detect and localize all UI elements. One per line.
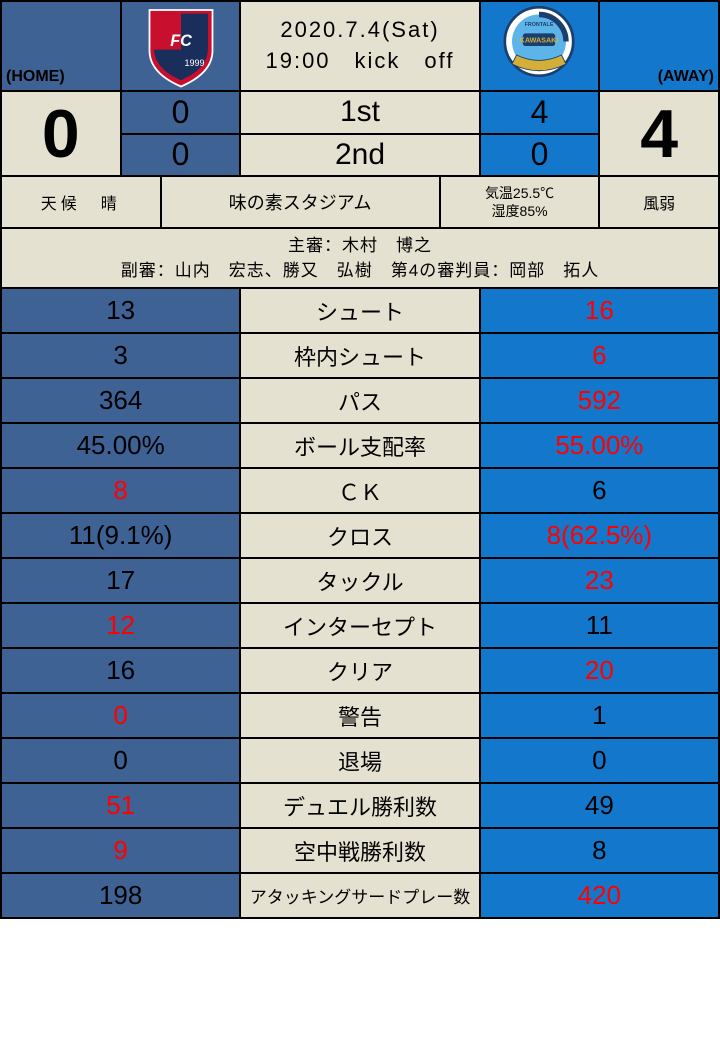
referees-cell: 主審：木村 博之 副審：山内 宏志、勝又 弘樹 第4の審判員：岡部 拓人 bbox=[1, 228, 719, 288]
stat-row: 3枠内シュート6 bbox=[1, 333, 719, 378]
header-row: (HOME) FC 1999 2020.7.4(Sat) 19:00 kick … bbox=[1, 1, 719, 91]
stat-away-value: 16 bbox=[480, 288, 719, 333]
stat-row: 16クリア20 bbox=[1, 648, 719, 693]
match-time: 19:00 kick off bbox=[265, 46, 454, 77]
stat-label: 警告 bbox=[240, 693, 479, 738]
stat-away-value: 23 bbox=[480, 558, 719, 603]
stat-home-value: 12 bbox=[1, 603, 240, 648]
stat-home-value: 198 bbox=[1, 873, 240, 918]
svg-text:FC: FC bbox=[170, 32, 192, 50]
stat-away-value: 8(62.5%) bbox=[480, 513, 719, 558]
stat-label: クリア bbox=[240, 648, 479, 693]
away-logo-cell: FRONTALE KAWASAKI bbox=[480, 1, 600, 91]
stat-away-value: 8 bbox=[480, 828, 719, 873]
stat-home-value: 0 bbox=[1, 693, 240, 738]
stat-label: アタッキングサードプレー数 bbox=[240, 873, 479, 918]
svg-text:KAWASAKI: KAWASAKI bbox=[520, 35, 559, 44]
stat-label: インターセプト bbox=[240, 603, 479, 648]
stat-away-value: 11 bbox=[480, 603, 719, 648]
stat-label: 枠内シュート bbox=[240, 333, 479, 378]
stat-away-value: 6 bbox=[480, 333, 719, 378]
conditions-row: 天候 晴 味の素スタジアム 気温25.5℃ 湿度85% 風弱 bbox=[1, 176, 719, 228]
stat-row: 8ＣＫ6 bbox=[1, 468, 719, 513]
svg-text:FRONTALE: FRONTALE bbox=[525, 22, 554, 28]
humidity: 湿度85% bbox=[492, 202, 548, 220]
stat-home-value: 17 bbox=[1, 558, 240, 603]
stat-away-value: 20 bbox=[480, 648, 719, 693]
stat-home-value: 13 bbox=[1, 288, 240, 333]
stat-home-value: 45.00% bbox=[1, 423, 240, 468]
referees-row: 主審：木村 博之 副審：山内 宏志、勝又 弘樹 第4の審判員：岡部 拓人 bbox=[1, 228, 719, 288]
stat-away-value: 55.00% bbox=[480, 423, 719, 468]
stat-away-value: 6 bbox=[480, 468, 719, 513]
stat-home-value: 3 bbox=[1, 333, 240, 378]
stat-row: 9空中戦勝利数8 bbox=[1, 828, 719, 873]
stat-home-value: 8 bbox=[1, 468, 240, 513]
stat-home-value: 364 bbox=[1, 378, 240, 423]
stat-row: 364パス592 bbox=[1, 378, 719, 423]
stat-label: パス bbox=[240, 378, 479, 423]
stat-home-value: 0 bbox=[1, 738, 240, 783]
stat-home-value: 16 bbox=[1, 648, 240, 693]
stat-home-value: 51 bbox=[1, 783, 240, 828]
stat-label: ボール支配率 bbox=[240, 423, 479, 468]
stat-away-value: 0 bbox=[480, 738, 719, 783]
stats-body: 13シュート163枠内シュート6364パス59245.00%ボール支配率55.0… bbox=[1, 288, 719, 918]
stat-label: 空中戦勝利数 bbox=[240, 828, 479, 873]
stat-away-value: 1 bbox=[480, 693, 719, 738]
stat-away-value: 592 bbox=[480, 378, 719, 423]
away-2nd-score: 0 bbox=[480, 134, 600, 177]
stat-row: 0退場0 bbox=[1, 738, 719, 783]
assistant-referees: 副審：山内 宏志、勝又 弘樹 第4の審判員：岡部 拓人 bbox=[121, 258, 599, 284]
venue-cell: 味の素スタジアム bbox=[161, 176, 440, 228]
stat-label: 退場 bbox=[240, 738, 479, 783]
home-label: (HOME) bbox=[6, 68, 65, 86]
label-2nd: 2nd bbox=[240, 134, 479, 177]
fctokyo-logo-icon: FC 1999 bbox=[136, 1, 226, 91]
away-1st-score: 4 bbox=[480, 91, 600, 134]
stat-away-value: 49 bbox=[480, 783, 719, 828]
home-total-score: 0 bbox=[1, 91, 121, 176]
home-half-scores: 0 0 bbox=[121, 91, 241, 176]
home-logo-cell: FC 1999 bbox=[121, 1, 241, 91]
temperature: 気温25.5℃ bbox=[485, 184, 554, 202]
away-half-scores: 4 0 bbox=[480, 91, 600, 176]
away-label: (AWAY) bbox=[658, 68, 714, 86]
home-1st-score: 0 bbox=[121, 91, 241, 134]
stat-row: 45.00%ボール支配率55.00% bbox=[1, 423, 719, 468]
match-datetime-cell: 2020.7.4(Sat) 19:00 kick off bbox=[240, 1, 479, 91]
stat-row: 13シュート16 bbox=[1, 288, 719, 333]
main-referee: 主審：木村 博之 bbox=[288, 233, 432, 259]
stat-away-value: 420 bbox=[480, 873, 719, 918]
svg-text:1999: 1999 bbox=[184, 58, 204, 68]
stat-label: ＣＫ bbox=[240, 468, 479, 513]
home-label-cell: (HOME) bbox=[1, 1, 121, 91]
stat-label: シュート bbox=[240, 288, 479, 333]
away-total-score: 4 bbox=[599, 91, 719, 176]
wind-cell: 風弱 bbox=[599, 176, 719, 228]
match-date: 2020.7.4(Sat) bbox=[280, 15, 439, 46]
half-labels: 1st 2nd bbox=[240, 91, 479, 176]
stat-row: 17タックル23 bbox=[1, 558, 719, 603]
stat-row: 12インターセプト11 bbox=[1, 603, 719, 648]
stat-home-value: 9 bbox=[1, 828, 240, 873]
stat-label: クロス bbox=[240, 513, 479, 558]
stat-row: 51デュエル勝利数49 bbox=[1, 783, 719, 828]
temp-humidity-cell: 気温25.5℃ 湿度85% bbox=[440, 176, 600, 228]
stat-row: 198アタッキングサードプレー数420 bbox=[1, 873, 719, 918]
match-stats-container: (HOME) FC 1999 2020.7.4(Sat) 19:00 kick … bbox=[0, 0, 720, 919]
home-2nd-score: 0 bbox=[121, 134, 241, 177]
stat-home-value: 11(9.1%) bbox=[1, 513, 240, 558]
stat-label: タックル bbox=[240, 558, 479, 603]
label-1st: 1st bbox=[240, 91, 479, 134]
stat-row: 0警告1 bbox=[1, 693, 719, 738]
away-label-cell: (AWAY) bbox=[599, 1, 719, 91]
weather-cell: 天候 晴 bbox=[1, 176, 161, 228]
stat-row: 11(9.1%)クロス8(62.5%) bbox=[1, 513, 719, 558]
stat-label: デュエル勝利数 bbox=[240, 783, 479, 828]
score-section: 0 0 0 1st 2nd 4 0 4 bbox=[1, 91, 719, 176]
frontale-logo-icon: FRONTALE KAWASAKI bbox=[494, 1, 584, 91]
